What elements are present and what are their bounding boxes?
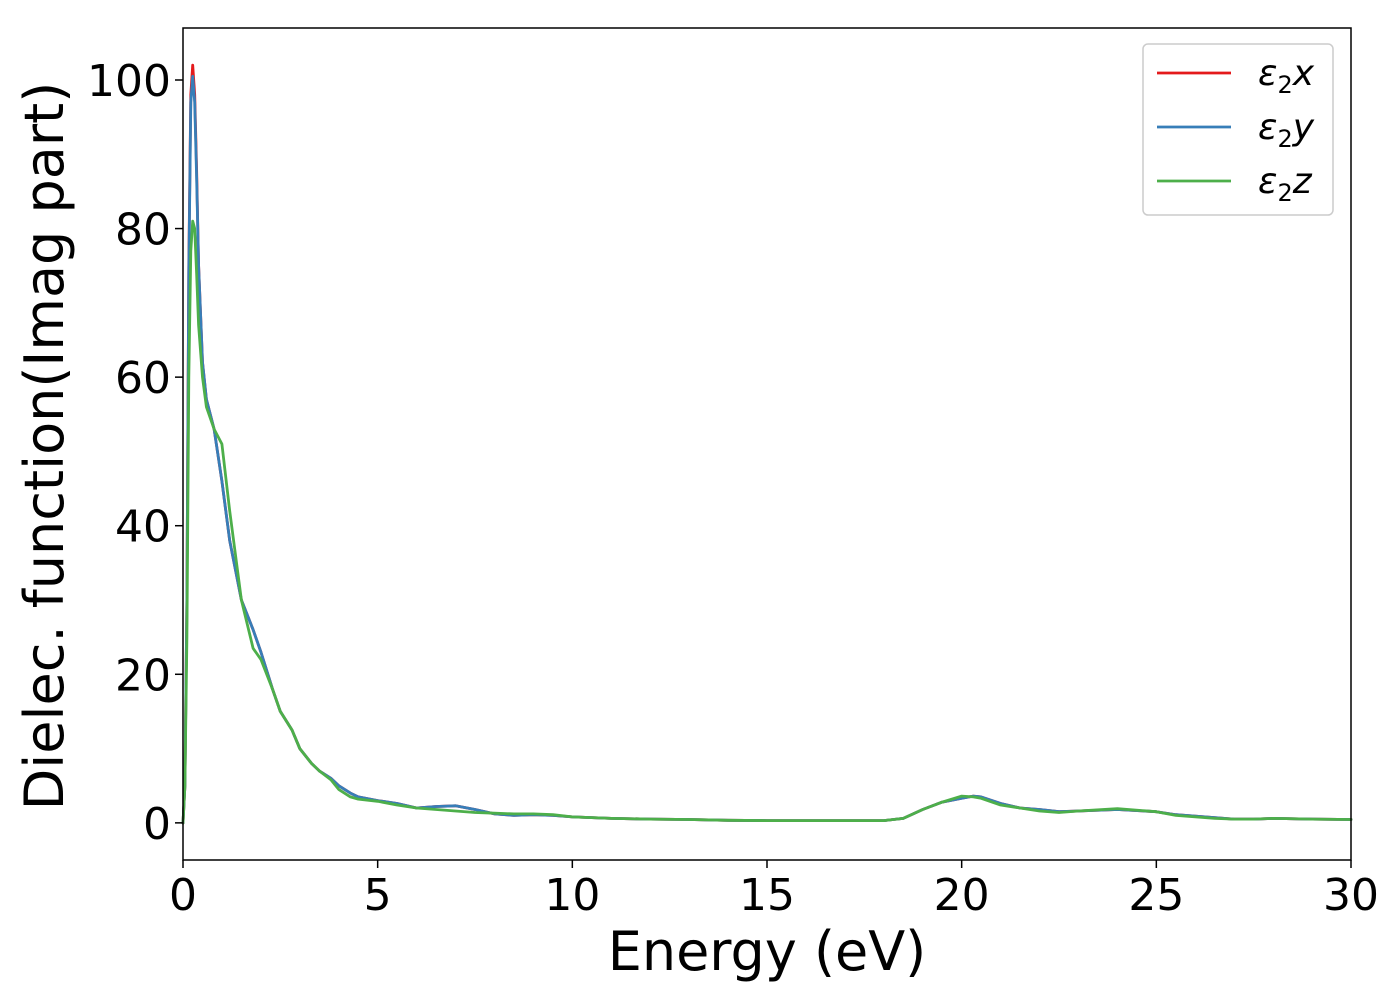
x-tick-label: 10 [544, 870, 600, 921]
y-tick-label: 40 [115, 502, 171, 553]
legend: ε2x ε2y ε2z [1142, 43, 1334, 216]
y-axis-label: Dielec. function(Imag part) [13, 82, 76, 811]
legend-label-x: ε2x [1258, 53, 1315, 99]
y-tick-label: 60 [115, 353, 171, 404]
legend-box [1142, 43, 1334, 216]
y-tick-label: 100 [87, 56, 171, 107]
legend-label-y: ε2y [1258, 107, 1315, 153]
y-tick-label: 80 [115, 205, 171, 256]
x-tick-label: 0 [169, 870, 197, 921]
plot-lines [181, 63, 1353, 825]
y-tick-label: 20 [115, 650, 171, 701]
y-axis: 0 20 40 60 80 100 [87, 56, 183, 850]
series-line-z [181, 219, 1353, 825]
legend-label-z: ε2z [1258, 161, 1313, 207]
x-axis: 0 5 10 15 20 25 30 [169, 860, 1379, 921]
x-tick-label: 5 [364, 870, 392, 921]
x-tick-label: 30 [1323, 870, 1379, 921]
x-tick-label: 25 [1128, 870, 1184, 921]
x-tick-label: 20 [934, 870, 990, 921]
y-tick-label: 0 [143, 799, 171, 850]
x-axis-label: Energy (eV) [608, 920, 927, 983]
x-tick-label: 15 [739, 870, 795, 921]
